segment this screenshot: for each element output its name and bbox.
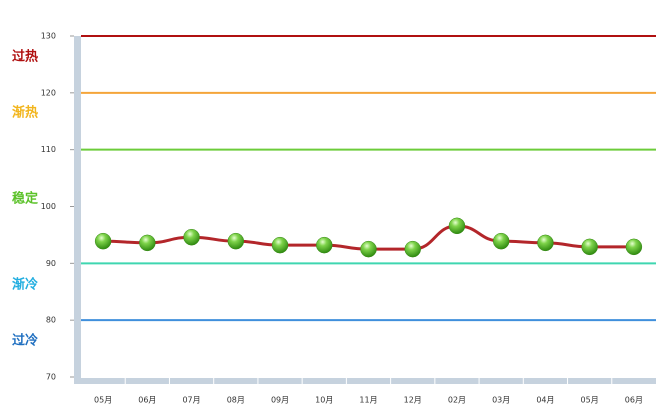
point <box>183 228 200 246</box>
x-tick-label: 04月 <box>536 396 554 405</box>
zone-label: 过冷 <box>12 333 38 349</box>
x-tick-label: 11月 <box>359 396 377 405</box>
x-tick-label: 10月 <box>315 396 333 405</box>
x-tick-label: 06月 <box>138 396 156 405</box>
x-tick-label: 06月 <box>625 396 643 405</box>
point <box>492 232 510 250</box>
y-tick-label: 120 <box>41 88 56 97</box>
point <box>316 236 333 254</box>
zone-label: 过热 <box>12 49 38 65</box>
point <box>360 240 377 258</box>
x-tick-label: 05月 <box>581 396 599 405</box>
y-axis-bar <box>74 36 81 378</box>
point <box>227 232 245 250</box>
x-tick-label: 09月 <box>271 396 289 405</box>
y-tick-label: 110 <box>41 145 56 154</box>
y-tick-label: 90 <box>46 259 56 268</box>
x-axis-bar <box>74 378 656 384</box>
y-tick-label: 100 <box>41 202 56 211</box>
point <box>581 238 598 256</box>
point <box>537 234 554 252</box>
y-tick-label: 130 <box>41 32 56 41</box>
x-tick-label: 03月 <box>492 396 510 405</box>
x-tick-label: 08月 <box>227 396 245 405</box>
point <box>271 236 289 254</box>
x-tick-label: 02月 <box>448 396 466 405</box>
zone-label: 渐热 <box>12 105 38 121</box>
point <box>404 240 421 258</box>
point <box>94 232 112 250</box>
y-tick-label: 70 <box>46 373 56 382</box>
point <box>625 238 643 256</box>
x-tick-label: 05月 <box>94 396 112 405</box>
zone-label: 渐冷 <box>12 277 38 293</box>
x-tick-label: 07月 <box>182 396 200 405</box>
zone-label: 稳定 <box>12 191 38 207</box>
x-tick-label: 12月 <box>404 396 422 405</box>
y-tick-label: 80 <box>46 316 56 325</box>
point <box>139 234 156 252</box>
point <box>448 217 466 235</box>
